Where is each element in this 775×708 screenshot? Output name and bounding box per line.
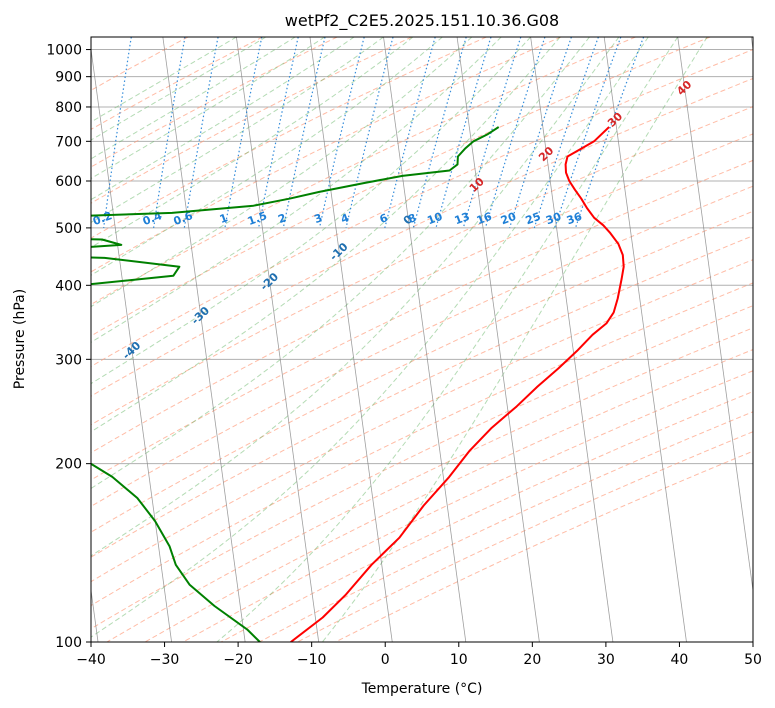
moist-adiabat-line [91, 37, 531, 385]
temperature-line [290, 126, 625, 642]
moist-adiabat-line [91, 37, 443, 276]
y-tick-label: 500 [55, 221, 82, 237]
moist-adiabat-line [91, 37, 649, 638]
x-tick-label: 0 [381, 652, 390, 668]
mixing-ratio-line [574, 37, 645, 229]
dewpoint-line [91, 126, 500, 642]
x-tick-label: 10 [450, 652, 468, 668]
mixing-ratio-line [509, 37, 572, 229]
y-axis-title: Pressure (hPa) [12, 289, 28, 389]
mixing-ratio-line [258, 37, 299, 229]
mixing-ratio-label: 16 [475, 210, 494, 228]
chart-title: wetPf2_C2E5.2025.151.10.36.G08 [285, 11, 559, 31]
isotherm-line [236, 37, 320, 642]
dry-adiabat-line [91, 37, 636, 305]
moist-adiabat-line [91, 37, 620, 557]
isotherm-line [530, 37, 614, 642]
moist-adiabat-line [322, 37, 708, 642]
mixing-ratio-label: 0.6 [172, 209, 195, 228]
dry-adiabat-line [91, 235, 753, 558]
moist-adiabat-line [91, 37, 237, 123]
x-axis: −40 −30 −20 −10 0 10 20 30 40 50 [76, 642, 762, 668]
mixing-ratio-line [484, 37, 546, 229]
mixing-ratio-line [282, 37, 326, 229]
moist-adiabat-line [91, 37, 590, 490]
mixing-ratio-line [533, 37, 599, 229]
y-tick-label: 200 [55, 457, 82, 473]
mixing-ratio-line [412, 37, 467, 229]
mixing-ratio-line [462, 37, 522, 229]
y-tick-label: 900 [55, 70, 82, 86]
mixing-ratio-label: 30 [544, 210, 563, 228]
mixing-ratio-line [435, 37, 492, 229]
mixing-ratio-label: 20 [499, 210, 518, 228]
x-tick-label: −30 [150, 652, 180, 668]
x-tick-label: −40 [76, 652, 106, 668]
moist-adiabat-line [91, 37, 267, 141]
dry-adiabat-line [106, 327, 753, 642]
y-tick-label: 400 [55, 278, 82, 294]
y-tick-label: 700 [55, 134, 82, 150]
mixing-ratio-line [554, 37, 622, 229]
y-tick-label: 600 [55, 174, 82, 190]
mixing-ratio-label: 8 [406, 211, 418, 226]
series-group [91, 126, 625, 642]
mixing-ratio-line [384, 37, 436, 229]
y-tick-label: 100 [55, 635, 82, 651]
x-tick-label: −20 [223, 652, 253, 668]
isotherm-line [383, 37, 467, 642]
dry-adiabat-line [91, 37, 263, 130]
mixing-ratio-label: 1 [218, 211, 230, 226]
x-tick-label: 40 [671, 652, 689, 668]
y-tick-label: 1000 [46, 43, 82, 59]
isotherm-line [603, 37, 687, 642]
moist-adiabat-line [91, 37, 296, 160]
mixing-ratio-label: 4 [339, 211, 351, 226]
dry-adiabat-line [91, 282, 753, 607]
mixing-ratio-lines [103, 37, 645, 229]
mixing-ratio-label: 1.5 [246, 209, 269, 228]
mixing-ratio-label: 2 [276, 211, 288, 226]
mixing-ratio-label: 10 [425, 210, 444, 228]
mixing-ratio-label: 13 [453, 210, 472, 227]
mixing-ratio-label: 6 [378, 211, 390, 226]
moist-adiabat-line [91, 37, 384, 224]
dry-adiabat-line [91, 106, 753, 426]
dry-adiabat-line [91, 49, 753, 368]
x-tick-label: 50 [744, 652, 762, 668]
dry-adiabat-line [91, 159, 753, 481]
moist-adiabat-line [91, 37, 355, 201]
x-tick-label: 20 [523, 652, 541, 668]
isotherms [91, 37, 753, 642]
mixing-ratio-label: 0.2 [91, 209, 114, 228]
x-tick-label: 30 [597, 652, 615, 668]
moist-adiabat-line [91, 37, 561, 433]
x-axis-title: Temperature (°C) [361, 681, 483, 697]
x-tick-label: −10 [297, 652, 327, 668]
plot-frame [90, 36, 754, 643]
dry-adiabat-line [91, 133, 753, 454]
mixing-ratio-line [224, 37, 263, 229]
dry-adiabat-line [91, 77, 753, 397]
y-tick-label: 800 [55, 100, 82, 116]
mixing-ratio-label: 3 [312, 211, 324, 226]
isotherm-line [456, 37, 540, 642]
isotherm-line [162, 37, 246, 642]
mixing-ratio-line [103, 37, 132, 228]
mixing-ratio-label: 25 [524, 210, 543, 227]
dry-adiabat-line [91, 305, 753, 630]
mixing-ratio-line [318, 37, 365, 229]
moist-adiabat-line [91, 37, 473, 308]
isotherm-line [309, 37, 393, 642]
isotherm-line [91, 46, 172, 642]
y-tick-label: 300 [55, 352, 82, 368]
y-axis: 100 200 300 400 500 600 700 800 900 1000 [46, 43, 91, 651]
dry-adiabat-line [91, 37, 487, 239]
plot-area: -100-90-80-70-60-50-40-30-20-10010203040… [91, 37, 753, 642]
isotherm-line [677, 37, 753, 594]
mixing-ratio-label: 36 [565, 210, 584, 228]
